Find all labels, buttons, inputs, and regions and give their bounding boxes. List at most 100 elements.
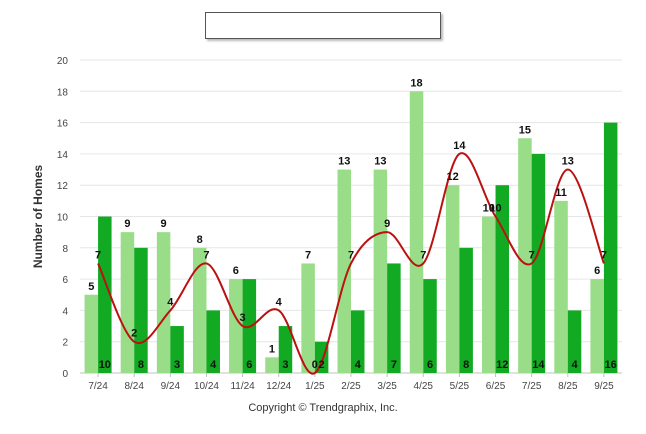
label-pended: 14 (453, 140, 466, 152)
bar-sold (531, 153, 546, 373)
line-pended (97, 152, 605, 375)
label-for-sale: 7 (305, 249, 311, 261)
x-tick-label: 9/25 (594, 381, 614, 392)
y-tick-label: 8 (62, 244, 68, 255)
bar-for-sale (554, 200, 568, 373)
y-tick-label: 10 (57, 213, 69, 224)
x-tick-label: 7/24 (88, 381, 108, 392)
bar-for-sale (156, 232, 171, 373)
label-for-sale: 9 (161, 218, 167, 230)
label-for-sale: 5 (88, 281, 94, 293)
x-tick-label: 4/25 (414, 381, 434, 392)
bar-sold (495, 185, 510, 373)
label-pended: 13 (562, 156, 574, 168)
label-pended: 9 (384, 218, 390, 230)
x-tick-label: 7/25 (522, 381, 542, 392)
label-sold: 12 (496, 359, 508, 371)
x-tick-label: 9/24 (161, 381, 181, 392)
bar-for-sale (337, 169, 351, 373)
label-pended: 0 (312, 359, 318, 371)
label-for-sale: 9 (124, 218, 130, 230)
bar-for-sale (120, 232, 135, 373)
label-pended: 7 (203, 249, 209, 261)
bar-for-sale (445, 185, 460, 373)
bar-sold (423, 279, 437, 373)
bar-for-sale (265, 357, 279, 373)
copyright-text: Copyright © Trendgraphix, Inc. (248, 402, 398, 414)
bar-for-sale (192, 247, 207, 373)
y-tick-label: 2 (62, 338, 68, 349)
y-tick-label: 0 (62, 369, 68, 380)
y-tick-label: 14 (57, 150, 69, 161)
label-for-sale: 13 (338, 156, 350, 168)
x-tick-label: 8/24 (124, 381, 144, 392)
bar-for-sale (482, 216, 496, 373)
label-pended: 3 (240, 312, 246, 324)
label-for-sale: 6 (594, 265, 600, 277)
label-sold: 4 (355, 359, 362, 371)
x-tick-label: 12/24 (266, 381, 291, 392)
y-tick-label: 4 (62, 306, 68, 317)
label-sold: 6 (246, 359, 252, 371)
bar-sold (206, 310, 220, 373)
bar-sold (387, 263, 401, 373)
x-tick-label: 3/25 (377, 381, 397, 392)
label-for-sale: 18 (410, 77, 422, 89)
label-sold: 8 (138, 359, 144, 371)
bar-for-sale (409, 91, 424, 374)
bar-sold (351, 310, 365, 373)
x-tick-label: 6/25 (486, 381, 506, 392)
label-sold: 7 (391, 359, 397, 371)
label-sold: 3 (282, 359, 288, 371)
label-pended: 2 (131, 328, 137, 340)
bar-for-sale (301, 263, 315, 373)
bar-sold (278, 326, 293, 373)
label-for-sale: 6 (233, 265, 239, 277)
legend-box (205, 12, 441, 39)
bar-sold (98, 216, 112, 373)
bar-for-sale (229, 279, 243, 373)
label-sold: 6 (427, 359, 433, 371)
label-pended: 7 (529, 249, 535, 261)
x-tick-label: 5/25 (450, 381, 470, 392)
label-sold: 4 (210, 359, 217, 371)
label-pended: 7 (348, 249, 354, 261)
y-tick-label: 6 (62, 275, 68, 286)
bar-for-sale (518, 138, 532, 373)
label-for-sale: 10 (483, 203, 495, 215)
bar-sold (134, 247, 148, 373)
bar-sold (170, 326, 184, 373)
bar-for-sale (373, 169, 388, 373)
label-for-sale: 13 (374, 156, 386, 168)
bar-sold (459, 247, 473, 373)
label-sold: 10 (99, 359, 111, 371)
label-pended: 4 (276, 296, 283, 308)
label-pended: 7 (95, 249, 101, 261)
label-for-sale: 8 (197, 234, 203, 246)
label-sold: 16 (605, 359, 617, 371)
label-sold: 8 (463, 359, 469, 371)
x-tick-label: 1/25 (305, 381, 325, 392)
label-for-sale: 12 (447, 171, 459, 183)
bar-for-sale (590, 279, 604, 373)
label-for-sale: 15 (519, 124, 531, 136)
bar-sold (603, 122, 618, 373)
label-pended: 7 (420, 249, 426, 261)
label-sold: 4 (571, 359, 578, 371)
y-axis-title: Number of Homes (31, 165, 45, 269)
y-tick-label: 16 (57, 119, 69, 130)
bar-sold (567, 310, 582, 373)
y-tick-label: 20 (57, 56, 69, 67)
x-tick-label: 2/25 (341, 381, 361, 392)
label-sold: 3 (174, 359, 180, 371)
label-for-sale: 11 (555, 187, 567, 199)
y-tick-label: 18 (57, 87, 69, 98)
x-tick-label: 8/25 (558, 381, 578, 392)
x-tick-label: 10/24 (194, 381, 219, 392)
label-pended: 10 (489, 203, 501, 215)
label-sold: 2 (319, 359, 325, 371)
label-pended: 7 (601, 249, 607, 261)
label-for-sale: 1 (269, 343, 275, 355)
x-tick-label: 11/24 (230, 381, 255, 392)
